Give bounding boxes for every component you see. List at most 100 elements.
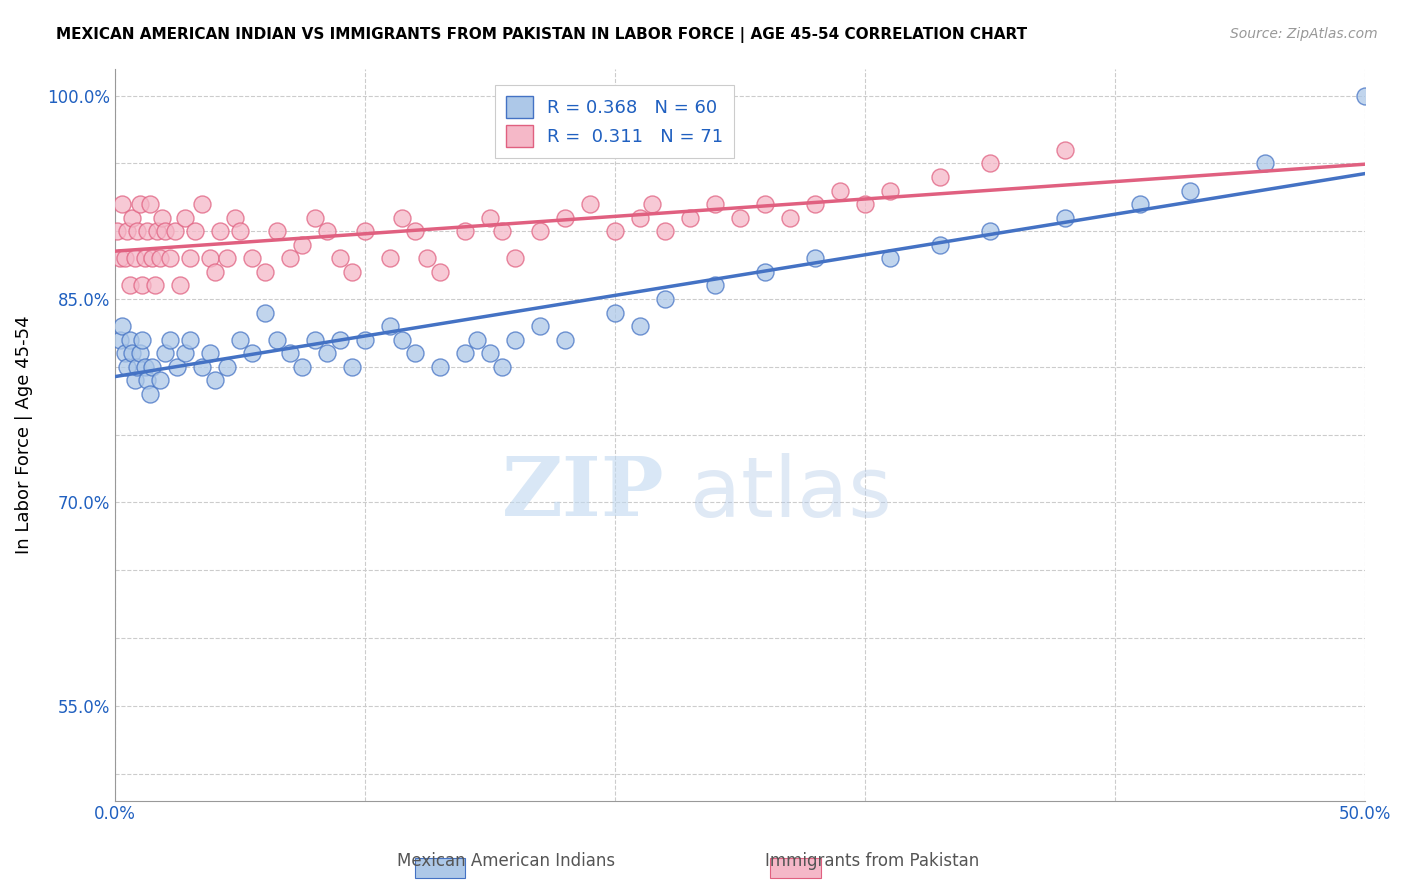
Point (121, 346, 143, 360)
Point (118, 333, 141, 347)
Point (329, 252, 352, 266)
Point (108, 333, 131, 347)
Point (141, 252, 163, 266)
Point (136, 373, 159, 387)
Point (117, 359, 139, 374)
Point (198, 346, 221, 360)
Point (416, 252, 439, 266)
Point (804, 197, 827, 211)
Point (979, 224, 1001, 238)
Point (121, 211, 143, 225)
Point (139, 197, 162, 211)
Point (342, 265, 364, 279)
Point (150, 211, 173, 225)
Point (879, 184, 901, 198)
Point (465, 333, 488, 347)
Point (143, 278, 166, 293)
Point (628, 211, 651, 225)
Point (503, 252, 526, 266)
Point (291, 359, 314, 374)
Point (204, 265, 226, 279)
Point (266, 333, 288, 347)
Point (804, 252, 827, 266)
Point (754, 265, 776, 279)
Text: Source: ZipAtlas.com: Source: ZipAtlas.com (1230, 27, 1378, 41)
Point (204, 373, 226, 387)
Point (529, 224, 551, 238)
Point (159, 252, 181, 266)
Point (128, 197, 150, 211)
Point (728, 211, 751, 225)
Point (491, 359, 513, 374)
Point (166, 359, 188, 374)
Point (128, 346, 150, 360)
Point (127, 224, 149, 238)
Text: atlas: atlas (690, 452, 891, 533)
Point (127, 359, 149, 374)
Point (654, 292, 676, 306)
Point (316, 224, 339, 238)
Point (679, 211, 702, 225)
Point (503, 333, 526, 347)
Point (111, 319, 134, 334)
Point (159, 333, 181, 347)
Point (217, 252, 239, 266)
Point (198, 252, 221, 266)
Point (316, 346, 339, 360)
Point (404, 346, 426, 360)
Point (105, 224, 128, 238)
Point (1053, 211, 1076, 225)
Point (391, 333, 413, 347)
Point (703, 197, 725, 211)
Point (478, 211, 501, 225)
Point (1129, 197, 1152, 211)
Point (928, 237, 950, 252)
Point (134, 252, 156, 266)
Point (378, 319, 401, 334)
Point (131, 278, 153, 293)
Point (208, 224, 231, 238)
Text: MEXICAN AMERICAN INDIAN VS IMMIGRANTS FROM PAKISTAN IN LABOR FORCE | AGE 45-54 C: MEXICAN AMERICAN INDIAN VS IMMIGRANTS FR… (56, 27, 1028, 43)
Point (131, 333, 153, 347)
Point (146, 224, 169, 238)
Point (153, 224, 176, 238)
Point (429, 359, 451, 374)
Point (654, 224, 676, 238)
Point (779, 211, 801, 225)
Point (124, 252, 146, 266)
Point (179, 252, 201, 266)
Point (184, 224, 207, 238)
Point (291, 237, 314, 252)
Point (217, 359, 239, 374)
Point (163, 224, 186, 238)
Point (278, 346, 301, 360)
Point (139, 387, 162, 401)
Point (118, 278, 141, 293)
Point (173, 211, 195, 225)
Point (1053, 143, 1076, 157)
Point (229, 333, 252, 347)
Point (141, 359, 163, 374)
Point (429, 265, 451, 279)
Point (240, 252, 263, 266)
Point (329, 333, 352, 347)
Point (229, 224, 252, 238)
Point (253, 305, 276, 319)
Point (134, 359, 156, 374)
Point (1354, 88, 1376, 103)
Point (391, 211, 413, 225)
Point (179, 333, 201, 347)
Point (1254, 156, 1277, 170)
Point (114, 252, 136, 266)
Point (108, 252, 131, 266)
Point (928, 169, 950, 184)
Point (266, 224, 288, 238)
Point (136, 224, 159, 238)
Point (378, 252, 401, 266)
Point (529, 319, 551, 334)
Point (304, 211, 326, 225)
Point (169, 278, 191, 293)
Text: ZIP: ZIP (502, 453, 665, 533)
Point (603, 224, 626, 238)
Point (1178, 184, 1201, 198)
